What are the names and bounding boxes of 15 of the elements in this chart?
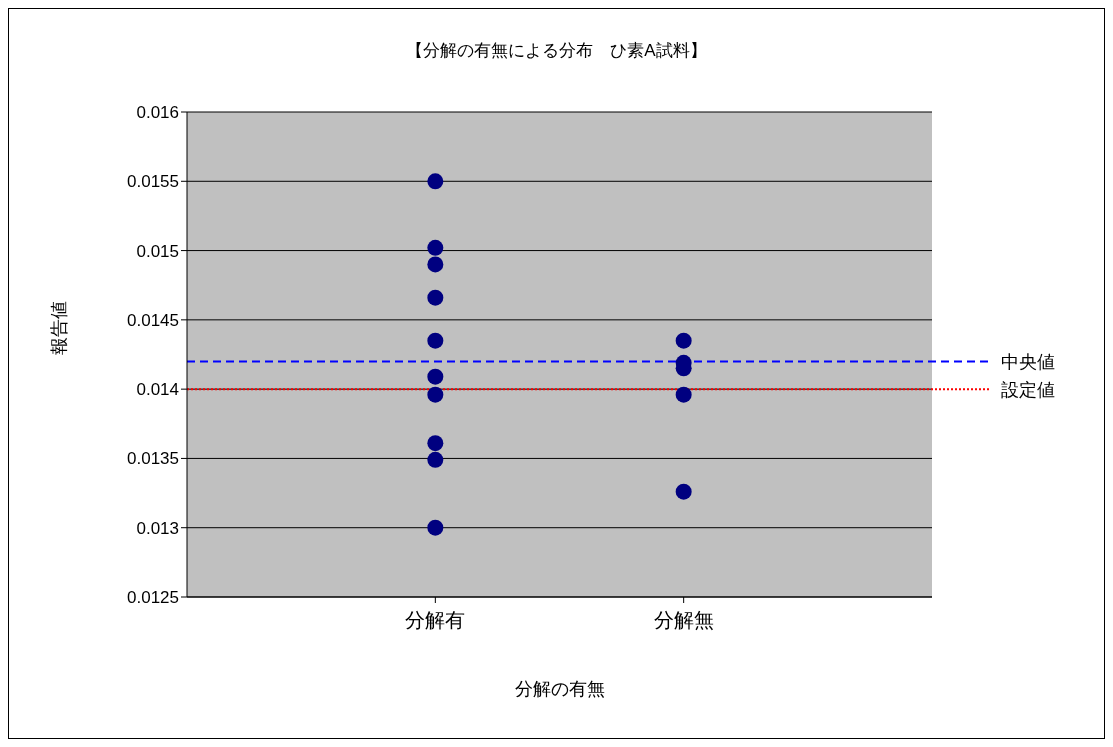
y-tick-label: 0.0145	[127, 310, 179, 330]
ref-line-label: 設定値	[1001, 379, 1056, 400]
x-tick-label: 分解有	[405, 609, 466, 632]
y-tick-label: 0.016	[136, 103, 179, 123]
x-axis-title: 分解の有無	[514, 678, 606, 701]
y-axis-title: 報告値	[49, 300, 70, 355]
y-tick-label: 0.013	[136, 518, 179, 538]
y-tick-label: 0.0135	[127, 449, 179, 469]
ref-line-label: 中央値	[1001, 351, 1056, 372]
x-tick-label: 分解無	[653, 609, 714, 632]
chart-title: 【分解の有無による分布 ひ素A試料】	[405, 40, 708, 62]
y-tick-label: 0.015	[136, 241, 179, 261]
y-tick-label: 0.014	[136, 380, 179, 400]
y-tick-label: 0.0155	[127, 172, 179, 192]
y-tick-label: 0.0125	[127, 588, 179, 608]
